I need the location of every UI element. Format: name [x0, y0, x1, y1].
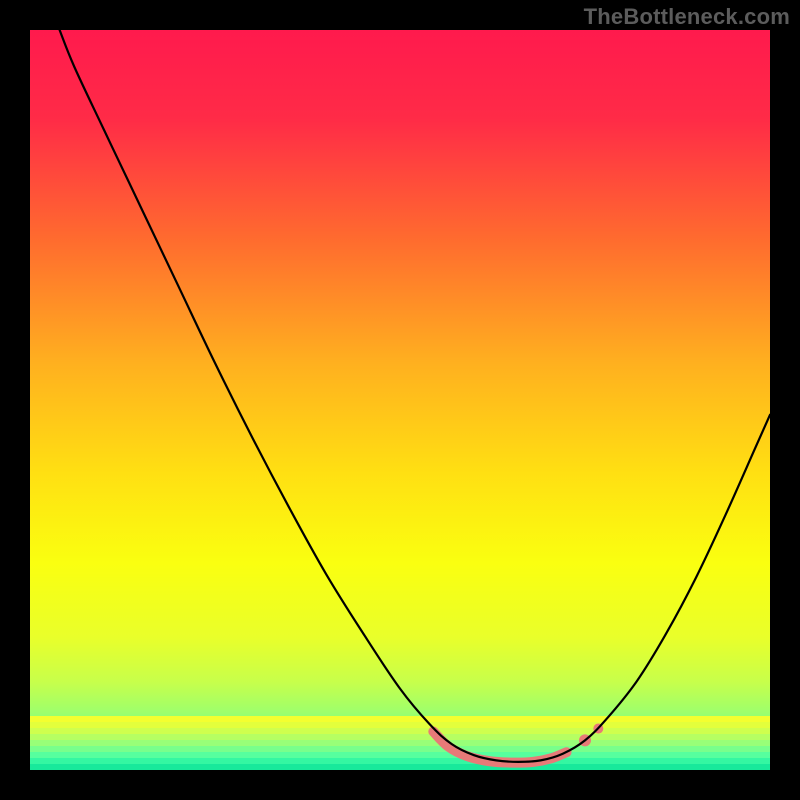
bottom-band: [30, 716, 770, 723]
bottom-band: [30, 752, 770, 759]
bottom-band: [30, 734, 770, 741]
watermark-text: TheBottleneck.com: [584, 4, 790, 30]
bottom-band: [30, 746, 770, 753]
bottom-band: [30, 740, 770, 747]
chart-container: TheBottleneck.com: [0, 0, 800, 800]
plot-area: [30, 30, 770, 770]
bottom-band: [30, 728, 770, 735]
chart-svg: [30, 30, 770, 770]
bottom-band: [30, 764, 770, 770]
gradient-background: [30, 30, 770, 770]
bottom-band: [30, 758, 770, 765]
bottom-band: [30, 722, 770, 729]
